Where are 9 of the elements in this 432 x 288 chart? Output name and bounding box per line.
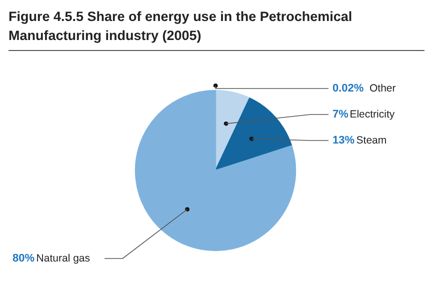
chart-title: Figure 4.5.5 Share of energy use in the Petrochemical Manufacturing industry (2005) bbox=[8, 9, 352, 43]
data-label: 13% bbox=[332, 134, 355, 146]
data-label: 7% bbox=[332, 108, 349, 120]
slice-label: Natural gas bbox=[36, 252, 90, 264]
data-label: 80% bbox=[12, 252, 35, 264]
slice-label: Steam bbox=[356, 134, 387, 146]
slice-label: Other bbox=[370, 82, 396, 94]
slice-label: Electricity bbox=[350, 108, 396, 120]
data-label: 0.02% bbox=[332, 82, 364, 94]
